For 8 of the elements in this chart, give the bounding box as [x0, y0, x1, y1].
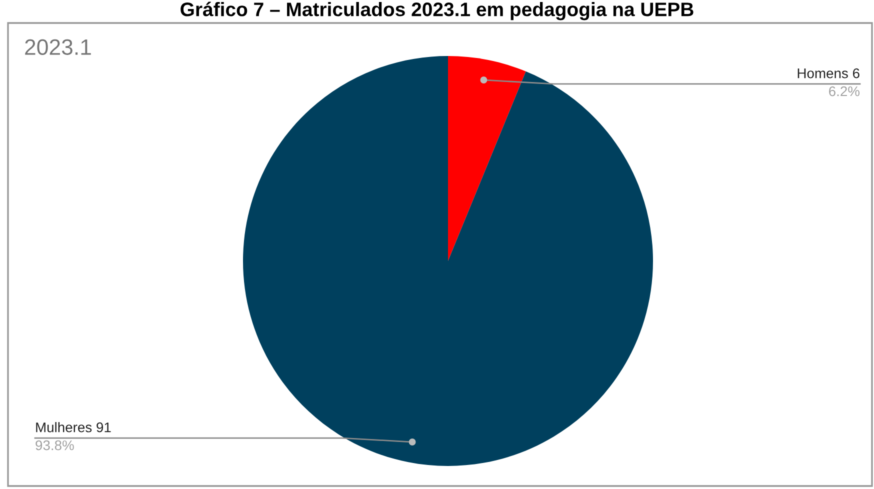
- slice-label: Mulheres 91: [36, 422, 111, 432]
- chart-title: Gráfico 7 – Matriculados 2023.1 em pedagogia na UEPB: [180, 2, 694, 20]
- data-label: 6.2%: [829, 86, 860, 96]
- pie-slice: [243, 56, 653, 466]
- slice-label: Homens 6: [798, 68, 860, 78]
- data-label: 93.8%: [36, 440, 74, 450]
- pie-slice: [448, 56, 526, 261]
- chart-subtitle: 2023.1: [25, 39, 91, 55]
